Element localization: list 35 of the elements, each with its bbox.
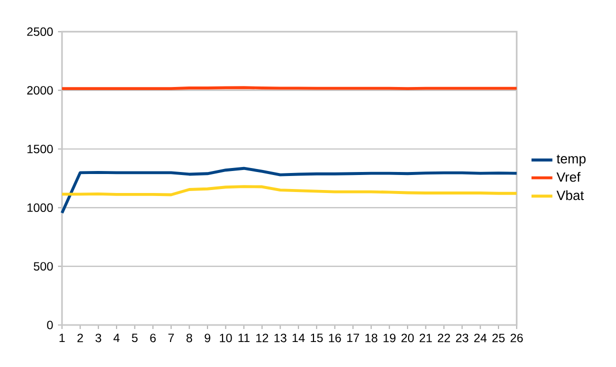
- x-tick-label: 15: [310, 334, 323, 342]
- x-tick-label: 7: [168, 334, 174, 342]
- x-tick-label: 17: [347, 334, 360, 342]
- x-tick-label: 4: [113, 334, 120, 342]
- x-tick-label: 13: [274, 334, 286, 342]
- x-tick-label: 1: [60, 334, 65, 342]
- x-tick-label: 20: [401, 334, 414, 342]
- x-tick-label: 6: [150, 334, 156, 342]
- y-tick-label: 2500: [27, 27, 53, 36]
- x-tick-label: 25: [492, 334, 505, 342]
- x-tick-label: 22: [438, 334, 450, 342]
- x-tick-label: 14: [292, 334, 305, 342]
- x-tick-label: 5: [132, 334, 138, 342]
- x-tick-label: 26: [510, 334, 523, 342]
- legend-label: Vref: [556, 172, 580, 182]
- legend-label: Vbat: [556, 190, 584, 200]
- x-tick-label: 21: [420, 334, 432, 342]
- y-tick-label: 500: [34, 262, 53, 271]
- legend-label: temp: [556, 154, 586, 166]
- x-tick-label: 2: [77, 334, 83, 342]
- x-tick-label: 23: [456, 334, 468, 342]
- x-tick-label: 8: [186, 334, 192, 342]
- x-tick-label: 3: [96, 334, 102, 342]
- x-tick-label: 10: [220, 334, 232, 342]
- y-tick-label: 1000: [28, 203, 53, 212]
- y-tick-label: 2000: [27, 86, 53, 95]
- x-tick-label: 18: [365, 334, 378, 342]
- x-tick-label: 16: [329, 334, 341, 342]
- y-tick-label: 0: [47, 320, 53, 330]
- x-tick-label: 24: [474, 334, 487, 342]
- x-tick-label: 9: [204, 334, 210, 342]
- x-tick-label: 19: [384, 334, 396, 342]
- x-tick-label: 11: [238, 334, 250, 342]
- y-tick-label: 1500: [28, 144, 53, 154]
- x-tick-label: 12: [256, 334, 268, 342]
